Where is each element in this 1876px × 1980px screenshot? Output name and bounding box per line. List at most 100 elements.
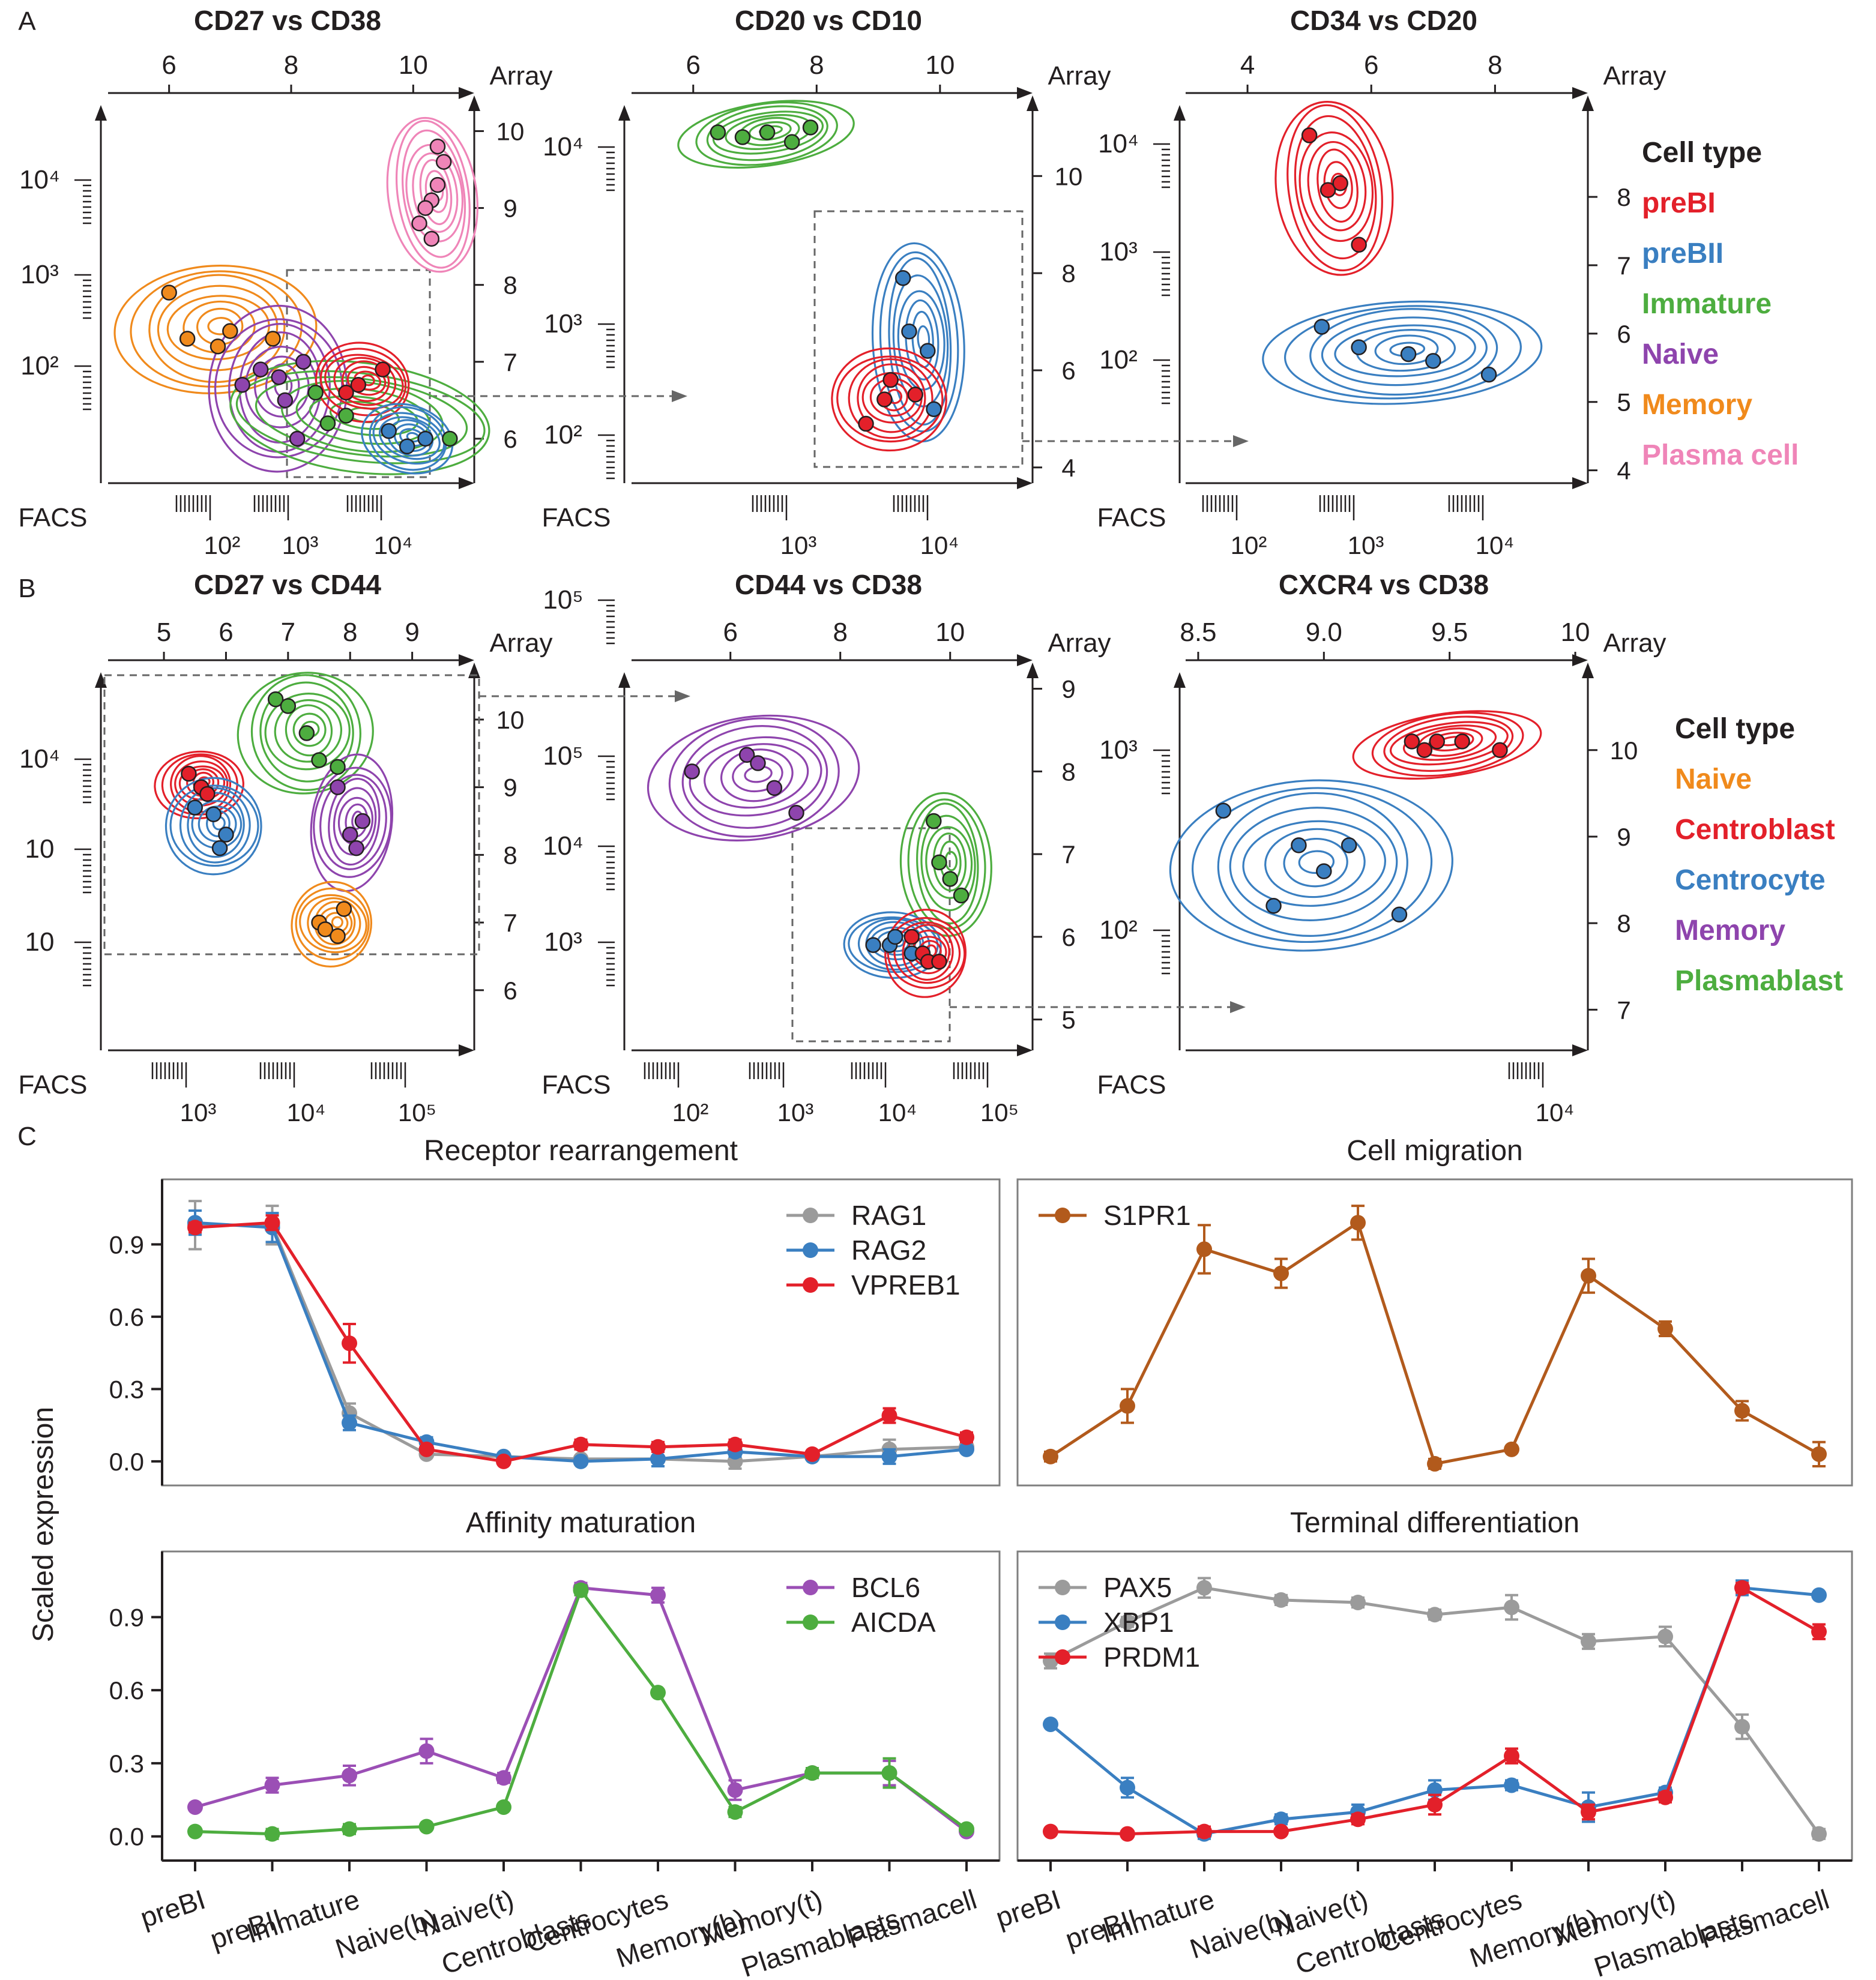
data-point-prebii (1314, 319, 1330, 335)
contour-prebii (372, 412, 445, 465)
data-point-vpreb1 (650, 1439, 666, 1455)
contour-memory (333, 787, 377, 856)
left-tick-label: 10⁴ (1098, 129, 1139, 158)
contour-prebii (361, 403, 454, 475)
data-point-prdm1 (1581, 1804, 1596, 1820)
data-point-memory (788, 804, 804, 821)
facs-axis-label: FACS (1097, 1070, 1166, 1100)
data-point-aicda (342, 1821, 357, 1837)
chart-title: CD27 vs CD44 (194, 569, 381, 600)
contour-centrocyte (179, 787, 251, 864)
contour-prebi (324, 354, 404, 410)
left-tick-label: 10³ (544, 927, 582, 957)
data-point-pax5 (1504, 1599, 1519, 1616)
right-tick-label: 8 (503, 271, 517, 299)
facs-axis-label: FACS (1097, 503, 1166, 532)
contour-plasmablast (264, 693, 351, 771)
chart-title: CD20 vs CD10 (735, 5, 922, 36)
data-point-prebi (1351, 236, 1367, 253)
contour-centrocyte (1217, 792, 1408, 937)
contour-centrocyte (1283, 837, 1348, 888)
contour-plasmablast (920, 814, 976, 912)
data-point-s1pr1 (1120, 1398, 1135, 1414)
right-tick-label: 9 (503, 194, 517, 223)
contour-plasma-cell (395, 119, 471, 269)
bottom-tick-label: 10³ (777, 1098, 814, 1127)
top-tick-label: 8.5 (1180, 618, 1216, 647)
top-tick-label: 9.0 (1306, 618, 1342, 647)
contour-memory (647, 714, 860, 841)
gate-arrow-head (1230, 1001, 1246, 1013)
legend-title: Cell type (1642, 137, 1762, 169)
data-point-immature (442, 430, 458, 447)
data-point-naive (289, 430, 306, 447)
gate-arrow-head (675, 690, 690, 702)
right-axis-arrow (1027, 95, 1039, 111)
contour-plasmablast (907, 798, 986, 930)
contour-prebi (1294, 115, 1377, 260)
data-point-vpreb1 (881, 1407, 897, 1424)
left-axis-arrow (618, 672, 630, 688)
right-tick-label: 5 (1617, 388, 1630, 417)
contour-prebi (1307, 140, 1367, 232)
data-point-immature (307, 384, 324, 401)
data-point-pax5 (1657, 1628, 1673, 1644)
data-point-xbp1 (1043, 1716, 1058, 1732)
bottom-axis-arrow (1572, 477, 1588, 489)
legend-label: RAG1 (851, 1200, 926, 1231)
right-axis-arrow (468, 95, 480, 111)
data-point-prebi (338, 384, 354, 401)
contour-prebi (342, 360, 390, 402)
contour-prebii (1309, 308, 1498, 396)
contour-naive (299, 894, 367, 954)
legend-label: BCL6 (851, 1572, 920, 1603)
plot-frame (1016, 1178, 1853, 1487)
array-axis-label: Array (489, 61, 552, 91)
bottom-tick-label: 10⁴ (1476, 531, 1515, 559)
top-tick-label: 5 (157, 618, 171, 647)
data-point-aicda (264, 1826, 280, 1842)
chart-title: CD34 vs CD20 (1290, 5, 1477, 36)
right-tick-label: 8 (1061, 259, 1075, 287)
contour-centrocyte (169, 784, 259, 867)
contour-centrocyte (1192, 787, 1433, 943)
data-point-prdm1 (1120, 1826, 1135, 1842)
left-tick-label: 10³ (544, 309, 582, 339)
right-tick-label: 7 (503, 348, 517, 376)
data-point-centrocyte (187, 799, 203, 816)
right-tick-label: 6 (503, 425, 517, 453)
data-point-prdm1 (1350, 1811, 1366, 1828)
facs-axis-label: FACS (542, 1070, 611, 1100)
data-point-memory (348, 840, 364, 856)
data-point-plasmablast (298, 725, 315, 741)
left-tick-label: 10² (20, 351, 59, 381)
data-point-pax5 (1427, 1607, 1443, 1623)
bottom-tick-label: 10² (1231, 531, 1267, 559)
contour-plasma-cell (401, 129, 466, 258)
data-point-plasmablast (267, 691, 284, 708)
legend-item: Plasma cell (1642, 439, 1799, 471)
right-tick-label: 7 (1617, 996, 1630, 1024)
data-point-bcl6 (727, 1782, 743, 1798)
data-point-s1pr1 (1196, 1241, 1212, 1257)
left-tick-label: 10⁵ (543, 741, 583, 771)
data-point-centroblast (1416, 742, 1433, 759)
top-tick-label: 8 (1488, 50, 1502, 80)
data-point-prebii (1425, 353, 1441, 369)
left-tick-label: 10² (1099, 345, 1138, 375)
legend-label: VPREB1 (851, 1269, 961, 1301)
data-point-aicda (650, 1685, 666, 1701)
data-point-bcl6 (264, 1777, 280, 1793)
contour-plasmablast (925, 826, 973, 899)
data-point-centroblast (931, 953, 947, 970)
data-point-rag2 (342, 1415, 357, 1431)
legend-item: Naive (1642, 339, 1719, 370)
contour-plasma-cell (419, 158, 453, 226)
contour-centrocyte (1242, 820, 1386, 907)
data-point-centrocyte (218, 826, 234, 843)
data-point-memory (738, 747, 755, 763)
data-point-aicda (727, 1804, 743, 1820)
y-tick-label: 0.3 (109, 1375, 144, 1403)
top-tick-label: 4 (1240, 50, 1255, 80)
contour-naive (295, 887, 370, 961)
